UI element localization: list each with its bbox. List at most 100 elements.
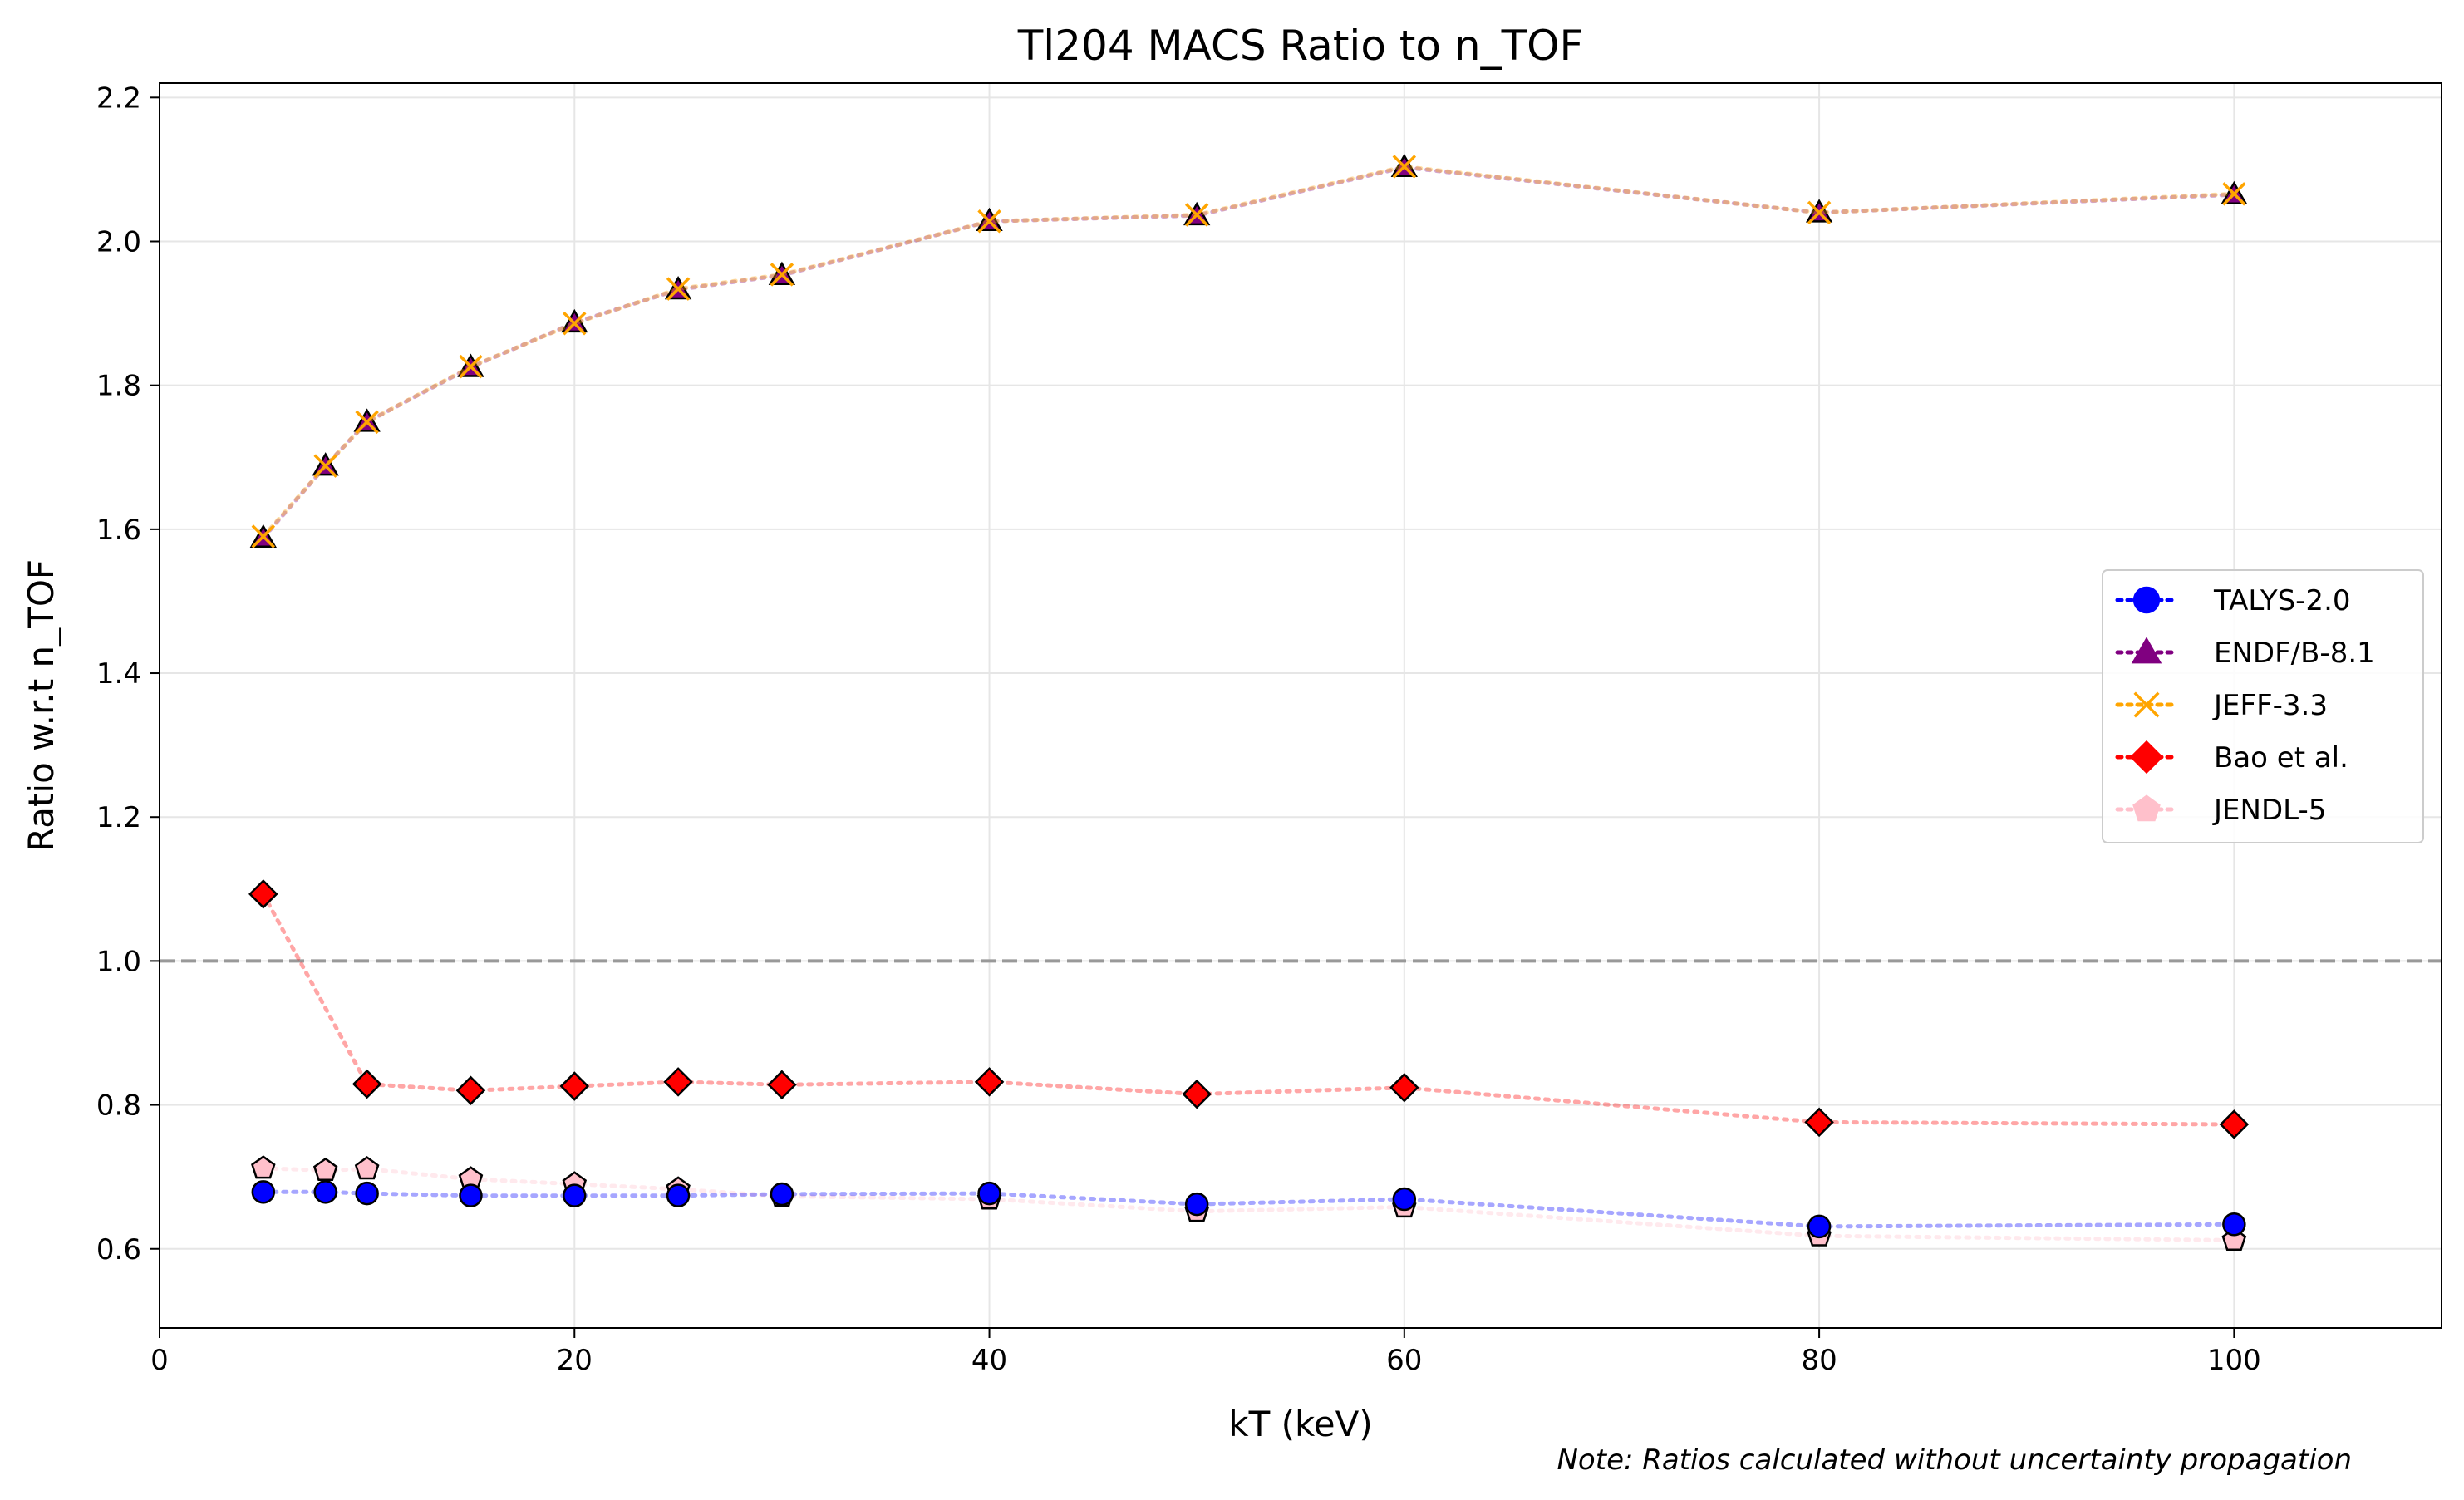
data-point: [977, 209, 1001, 234]
data-point: [561, 308, 588, 333]
data-point: [248, 879, 278, 909]
x-marker-stroke: [666, 277, 691, 301]
x-marker-stroke: [1807, 200, 1832, 225]
legend-marker: [2133, 691, 2160, 718]
data-point: [1807, 1214, 1832, 1239]
x-marker-stroke: [313, 454, 337, 478]
data-point: [2219, 1109, 2250, 1139]
series-line: [261, 165, 2236, 540]
data-point: [974, 1067, 1005, 1097]
series-line: [261, 1189, 2236, 1229]
y-tick-label: 1.2: [96, 801, 141, 834]
x-marker-stroke: [1392, 155, 1417, 179]
data-point: [977, 1181, 1001, 1206]
data-point: [559, 1071, 590, 1101]
series-group: [248, 153, 2250, 1251]
x-marker-stroke: [251, 524, 276, 548]
data-point: [1392, 155, 1417, 179]
data-point: [2222, 1212, 2246, 1237]
legend-marker: [2132, 586, 2161, 614]
series-bao-et-al-: [248, 879, 2250, 1139]
x-tick-label: 80: [1801, 1344, 1837, 1377]
legend-box: [2102, 569, 2424, 843]
legend-marker: [2131, 637, 2162, 664]
footnote: Note: Ratios calculated without uncertai…: [1557, 1443, 2353, 1477]
legend-marker: [2129, 740, 2164, 775]
y-tick-label: 1.6: [96, 514, 141, 547]
x-tick-label: 40: [971, 1344, 1007, 1377]
x-marker-stroke: [977, 209, 1001, 234]
data-point: [355, 410, 379, 435]
data-point: [313, 1180, 337, 1204]
x-tick-label: 60: [1386, 1344, 1422, 1377]
y-tick-label: 2.2: [96, 81, 141, 115]
y-tick-label: 2.0: [96, 225, 141, 258]
x-marker-stroke: [563, 311, 587, 336]
legend-item: JENDL-5: [2115, 794, 2326, 827]
legend-label: ENDF/B-8.1: [2214, 637, 2375, 670]
data-point: [455, 1075, 486, 1106]
data-point: [563, 1183, 587, 1207]
data-point: [1184, 203, 1209, 227]
legend-marker: [2132, 794, 2161, 822]
data-point: [1807, 200, 1832, 225]
data-point: [313, 454, 337, 478]
y-tick-label: 0.6: [96, 1233, 141, 1266]
x-marker-stroke: [2133, 691, 2160, 718]
x-marker-stroke: [770, 263, 794, 287]
data-point: [354, 1156, 380, 1180]
legend-item: Bao et al.: [2115, 740, 2348, 775]
x-marker-stroke: [459, 354, 483, 379]
x-marker-stroke: [355, 410, 379, 435]
data-point: [770, 1182, 794, 1207]
data-point: [251, 1180, 276, 1204]
y-tick-label: 0.8: [96, 1089, 141, 1123]
y-tick-label: 1.8: [96, 370, 141, 403]
y-tick-label: 1.0: [96, 945, 141, 978]
x-axis-ticks: 0 20 40 60 80 100: [150, 1328, 2261, 1377]
x-marker-stroke: [1184, 203, 1209, 227]
chart-title: Tl204 MACS Ratio to n_TOF: [1017, 22, 1583, 70]
data-point: [770, 263, 794, 287]
legend-item: ENDF/B-8.1: [2115, 637, 2375, 670]
series-line: [261, 1166, 2236, 1242]
data-point: [1392, 1187, 1417, 1212]
data-point: [1804, 1107, 1834, 1138]
y-axis-label: Ratio w.r.t n_TOF: [21, 559, 61, 852]
data-point: [666, 277, 691, 301]
data-point: [459, 354, 483, 379]
x-axis-label: kT (keV): [1228, 1404, 1373, 1444]
series-jeff-3-3: [251, 155, 2246, 548]
plot-frame: [159, 82, 2442, 1329]
legend-item: JEFF-3.3: [2115, 689, 2328, 722]
data-point: [312, 1157, 338, 1181]
data-point: [251, 524, 276, 548]
data-point: [2222, 182, 2246, 206]
legend-label: Bao et al.: [2214, 741, 2348, 775]
legend-item: TALYS-2.0: [2115, 584, 2351, 617]
data-point: [355, 1181, 379, 1206]
x-tick-label: 100: [2207, 1344, 2261, 1377]
series-talys-2-0: [251, 1180, 2246, 1239]
y-tick-label: 1.4: [96, 657, 141, 691]
data-point: [1184, 1192, 1209, 1217]
data-point: [767, 1070, 797, 1100]
data-point: [663, 1067, 693, 1097]
data-point: [1182, 1079, 1212, 1109]
legend-label: JEFF-3.3: [2212, 689, 2328, 722]
data-point: [459, 1183, 483, 1207]
data-point: [563, 311, 587, 336]
legend-label: TALYS-2.0: [2213, 584, 2351, 617]
x-tick-label: 0: [150, 1344, 169, 1377]
data-point: [666, 1183, 691, 1207]
legend: TALYS-2.0 ENDF/B-8.1 JEFF-3.3 Bao et al. JEN…: [2102, 569, 2424, 843]
data-point: [352, 1069, 382, 1099]
data-point: [1389, 1073, 1419, 1103]
data-point: [251, 1155, 276, 1179]
y-axis-ticks: 0.6 0.8 1.0 1.2 1.4 1.6 1.8 2.0 2.2: [96, 81, 160, 1266]
legend-label: JENDL-5: [2212, 794, 2326, 827]
x-tick-label: 20: [557, 1344, 593, 1377]
x-marker-stroke: [2222, 182, 2246, 206]
